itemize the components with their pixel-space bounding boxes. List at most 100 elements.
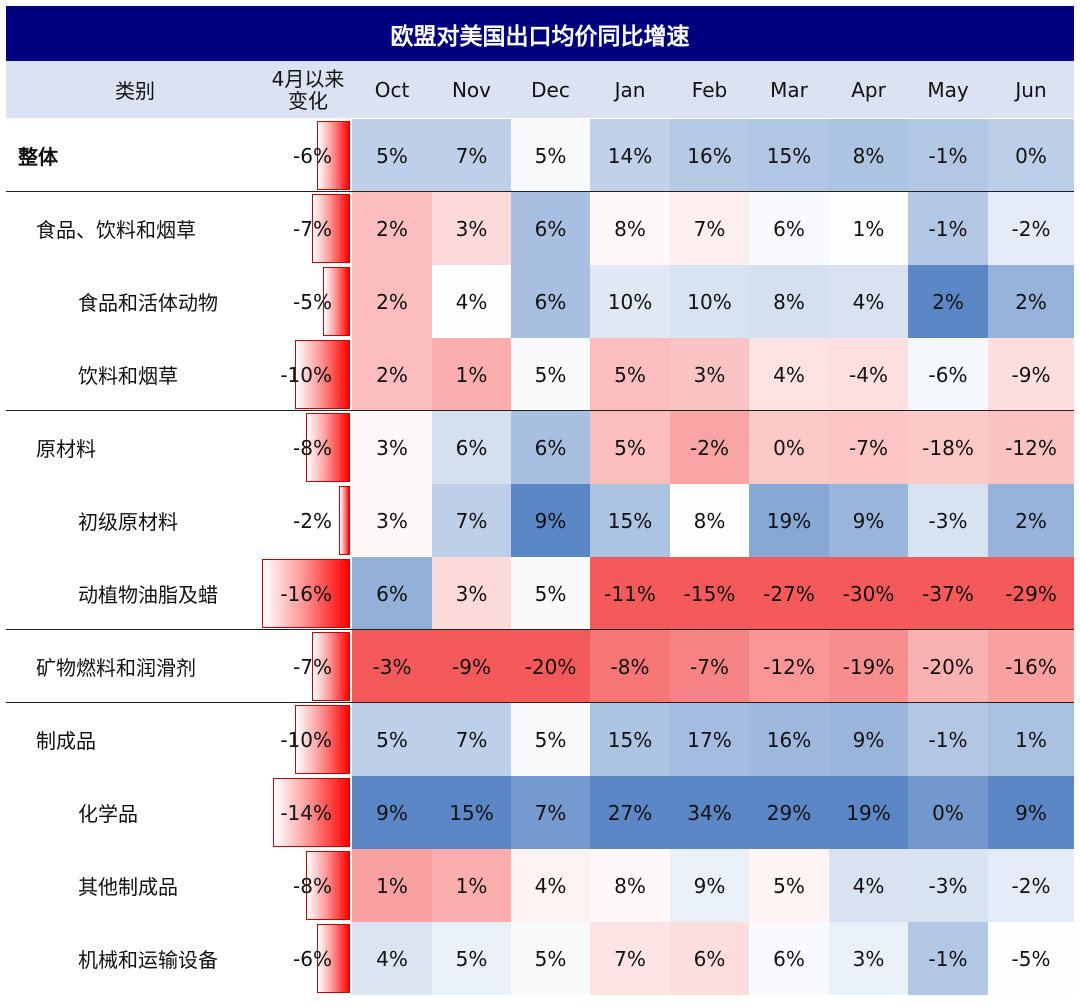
header-nov: Nov — [451, 77, 492, 102]
heatmap-cell: 3% — [352, 411, 432, 484]
row-label: 整体 — [18, 145, 58, 169]
heatmap-cell: 0% — [749, 411, 829, 484]
heatmap-cell: 10% — [590, 265, 670, 338]
heatmap-cell: 4% — [511, 849, 590, 922]
heatmap-cell: 4% — [829, 265, 908, 338]
heatmap-cell: 0% — [988, 119, 1074, 192]
heatmap-cell: 1% — [988, 703, 1074, 776]
row-label: 动植物油脂及蜡 — [78, 583, 218, 607]
heatmap-cell: 5% — [352, 703, 432, 776]
heatmap-cell: -1% — [908, 703, 988, 776]
change-value: -10% — [280, 727, 332, 752]
header-oct: Oct — [374, 77, 410, 102]
row-label: 矿物燃料和润滑剂 — [36, 656, 196, 680]
heatmap-cell: 9% — [511, 484, 590, 557]
heatmap-cell: -5% — [988, 922, 1074, 995]
heatmap-cell: -7% — [829, 411, 908, 484]
heatmap-cell: -8% — [590, 630, 670, 703]
heatmap-cell: 17% — [670, 703, 749, 776]
change-value: -5% — [293, 289, 332, 314]
header-jan: Jan — [614, 77, 646, 102]
heatmap-cell: 7% — [432, 484, 511, 557]
heatmap-cell: 9% — [670, 849, 749, 922]
change-value: -8% — [293, 435, 332, 460]
change-bar — [273, 778, 350, 847]
heatmap-cell: -15% — [670, 557, 749, 630]
heatmap-cell: 8% — [590, 192, 670, 265]
heatmap-cell: 7% — [670, 192, 749, 265]
heatmap-cell: 5% — [511, 557, 590, 630]
heatmap-cell: -9% — [432, 630, 511, 703]
heatmap-cell: 8% — [670, 484, 749, 557]
heatmap-cell: 1% — [432, 338, 511, 411]
change-bar — [322, 267, 350, 336]
heatmap-cell: 15% — [749, 119, 829, 192]
change-value: -14% — [280, 800, 332, 825]
change-value: -8% — [293, 873, 332, 898]
change-bar — [311, 632, 350, 701]
change-bar — [306, 413, 350, 482]
change-bar — [317, 924, 350, 993]
section-divider — [6, 629, 1074, 630]
row-label: 其他制成品 — [78, 875, 178, 899]
header-change: 4月以来 变化 — [264, 61, 352, 118]
row-label: 饮料和烟草 — [78, 364, 178, 388]
row-label: 原材料 — [36, 437, 96, 461]
heatmap-cell: -1% — [908, 119, 988, 192]
change-value: -2% — [293, 508, 332, 533]
heatmap-cell: -3% — [908, 849, 988, 922]
heatmap-cell: 3% — [352, 484, 432, 557]
heatmap-cell: -7% — [670, 630, 749, 703]
row-label: 化学品 — [78, 802, 138, 826]
heatmap-cell: -20% — [908, 630, 988, 703]
heatmap-cell: -1% — [908, 192, 988, 265]
heatmap-cell: 7% — [432, 119, 511, 192]
row-label: 机械和运输设备 — [78, 948, 218, 972]
heatmap-cell: 3% — [670, 338, 749, 411]
heatmap-cell: -9% — [988, 338, 1074, 411]
heatmap-cell: 9% — [352, 776, 432, 849]
heatmap-cell: 6% — [511, 265, 590, 338]
heatmap-cell: 2% — [988, 265, 1074, 338]
heatmap-cell: 9% — [988, 776, 1074, 849]
header-feb: Feb — [691, 77, 728, 102]
row-label: 制成品 — [36, 729, 96, 753]
column-header-row: 类别 4月以来 变化 Oct Nov Dec Jan Feb Mar Apr M… — [6, 61, 1074, 118]
heatmap-cell: 7% — [432, 703, 511, 776]
heatmap-cell: -18% — [908, 411, 988, 484]
change-value: -7% — [293, 654, 332, 679]
section-divider — [6, 191, 1074, 192]
heatmap-cell: -2% — [988, 192, 1074, 265]
heatmap-cell: 14% — [590, 119, 670, 192]
header-change-line1: 4月以来 — [271, 66, 345, 91]
heatmap-cell: -29% — [988, 557, 1074, 630]
heatmap-cell: 2% — [352, 338, 432, 411]
heatmap-cell: 2% — [352, 265, 432, 338]
heatmap-cell: 7% — [590, 922, 670, 995]
heatmap-cell: 8% — [829, 119, 908, 192]
heatmap-cell: 8% — [749, 265, 829, 338]
heatmap-cell: 27% — [590, 776, 670, 849]
heatmap-cell: 5% — [432, 922, 511, 995]
heatmap-cell: 3% — [432, 557, 511, 630]
row-label: 初级原材料 — [78, 510, 178, 534]
heatmap-cell: 5% — [511, 119, 590, 192]
heatmap-cell: -3% — [352, 630, 432, 703]
heatmap-cell: 6% — [749, 192, 829, 265]
heatmap-cell: 5% — [511, 338, 590, 411]
heatmap-cell: 29% — [749, 776, 829, 849]
change-bar — [317, 121, 350, 190]
heatmap-cell: 5% — [352, 119, 432, 192]
heatmap-cell: 16% — [749, 703, 829, 776]
heatmap-cell: 9% — [829, 484, 908, 557]
heatmap-cell: -30% — [829, 557, 908, 630]
heatmap-cell: 2% — [988, 484, 1074, 557]
heatmap-cell: 6% — [670, 922, 749, 995]
heatmap-cell: -2% — [670, 411, 749, 484]
heatmap-cell: -27% — [749, 557, 829, 630]
heatmap-cell: 4% — [749, 338, 829, 411]
heatmap-cell: 6% — [352, 557, 432, 630]
heatmap-cell: 0% — [908, 776, 988, 849]
heatmap-cell: 5% — [590, 338, 670, 411]
